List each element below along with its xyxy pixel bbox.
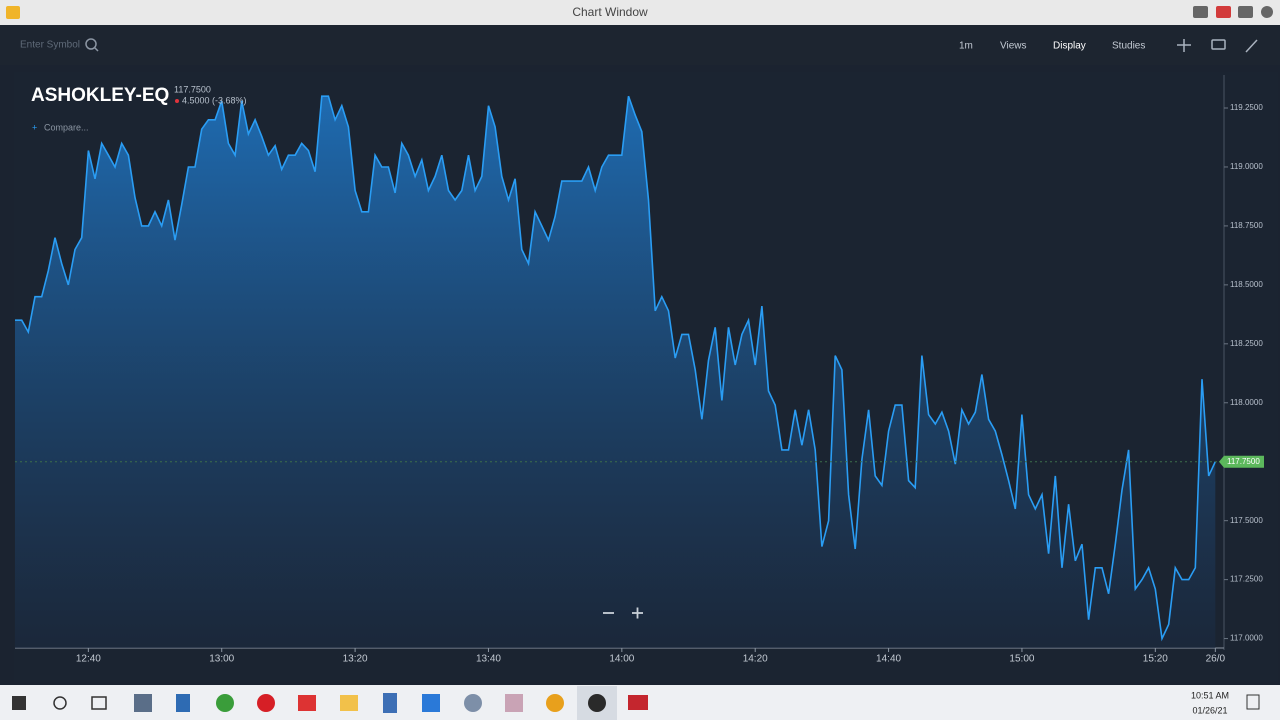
x-tick-label: 14:00 [609,654,634,665]
zoom-controls[interactable] [603,607,643,619]
toolbar [0,25,1280,65]
symbol-title: ASHOKLEY-EQ [31,85,169,106]
x-tick-label: 13:20 [343,654,368,665]
app-icon [6,6,20,19]
y-tick-label: 117.5000 [1230,516,1263,525]
title-bar [0,0,1280,25]
search-icon-handle [94,47,99,52]
x-tick-label: 15:20 [1143,654,1168,665]
menu-interval[interactable]: 1m [959,41,973,52]
clock-date: 01/26/21 [1192,705,1227,715]
y-tick-label: 117.0000 [1230,634,1263,643]
x-tick-label: 14:20 [743,654,768,665]
price-line [15,95,1217,642]
taskbar-icons[interactable] [12,686,1260,720]
area-fill [15,96,1216,648]
price-change: 4.5000 (-3.68%) [182,95,247,105]
compare-plus[interactable]: + [32,122,37,132]
x-tick-label: 12:40 [76,654,101,665]
x-tick-label: 15:00 [1009,654,1034,665]
search-input[interactable]: Enter Symbol [20,40,80,51]
y-tick-label: 119.0000 [1230,162,1263,171]
y-tick-label: 118.2500 [1230,339,1263,348]
y-tick-label: 118.0000 [1230,398,1263,407]
window-controls [1193,6,1273,18]
toolbar-icons[interactable] [1177,39,1258,53]
window-title: Chart Window [572,5,648,19]
x-tick-label: 14:40 [876,654,901,665]
plot: 117.0000 117.2500 117.5000 117.7500 118.0000… [15,75,1264,665]
y-tick-label: 118.7500 [1230,221,1263,230]
clock-time: 10:51 AM [1191,690,1229,700]
current-price-flag [1219,455,1264,468]
compare-link[interactable]: Compare... [44,122,89,132]
x-tick-label: 13:00 [209,654,234,665]
change-indicator [175,99,179,103]
last-price: 117.7500 [174,84,211,94]
search-icon[interactable] [85,38,97,50]
current-price-label: 117.7500 [1227,457,1260,466]
x-tick-label: 13:40 [476,654,501,665]
x-tick-label: 26/0 [1206,654,1226,665]
menu-views[interactable]: Views [1000,41,1027,52]
y-tick-label: 119.2500 [1230,103,1263,112]
y-tick-label: 118.5000 [1230,280,1263,289]
menu-studies[interactable]: Studies [1112,41,1145,52]
menu-display[interactable]: Display [1053,41,1086,52]
y-tick-label: 117.2500 [1230,575,1263,584]
